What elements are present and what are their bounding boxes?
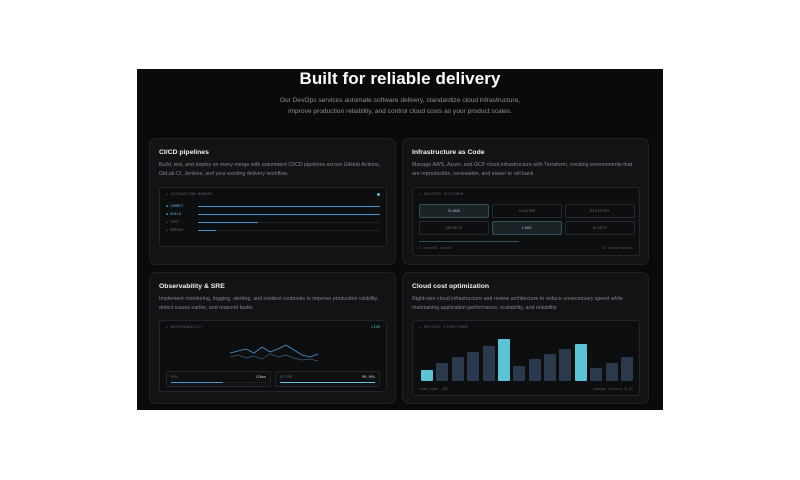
progress-line xyxy=(419,241,519,242)
card-title: CI/CD pipelines xyxy=(159,149,209,156)
observability-panel: + OBSERVABILITY LIVE P95 115ms UPTIME 99.99… xyxy=(159,320,387,392)
card-cloud-cost-optimization: Cloud cost optimization Right-size cloud… xyxy=(402,272,649,404)
metric-bar-fill xyxy=(171,381,224,383)
metric-bar xyxy=(171,381,266,383)
stage-progress-fill xyxy=(198,222,259,224)
status-dot-icon xyxy=(377,193,380,196)
release-bar xyxy=(436,362,449,381)
card-description: Manage AWS, Azure, and GCP cloud infrast… xyxy=(412,162,633,177)
integrations-count: 6 integrations xyxy=(603,246,633,250)
card-description: Implement monitoring, logging, alerting,… xyxy=(159,296,379,311)
metric-key: UPTIME xyxy=(280,375,293,379)
release-iterations-panel: + RELEASE ITERATIONS lead time -18% chan… xyxy=(412,320,640,396)
section-title: Built for reliable delivery xyxy=(299,69,501,88)
section-subtitle: Our DevOps services automate software de… xyxy=(197,95,603,117)
release-bar xyxy=(590,367,603,381)
release-bar xyxy=(528,359,541,381)
stage-track xyxy=(198,222,380,224)
metric-uptime: UPTIME 99.99% xyxy=(275,371,380,387)
release-bar xyxy=(497,339,510,381)
release-bar xyxy=(605,363,618,381)
panel-label: + RELEASE ITERATIONS xyxy=(419,325,469,329)
metric-value: 99.99% xyxy=(362,375,375,379)
module-registry[interactable]: REGISTRY xyxy=(565,204,635,218)
card-title: Infrastructure as Code xyxy=(412,149,485,156)
release-bar xyxy=(421,370,433,381)
stage-label: ◆ COMMIT xyxy=(166,204,184,208)
stage-label: + TEST xyxy=(166,220,179,224)
release-bar xyxy=(513,365,526,381)
release-bar xyxy=(544,353,557,381)
stage-label: + DEPLOY xyxy=(166,228,184,232)
stage-progress-fill xyxy=(198,206,380,208)
card-observability-sre: Observability & SRE Implement monitoring… xyxy=(149,272,396,404)
metric-bar xyxy=(280,381,375,383)
card-title: Cloud cost optimization xyxy=(412,283,490,290)
pipeline-stage: + TEST xyxy=(166,220,380,226)
module-secrets[interactable]: SECRETS xyxy=(419,221,489,235)
release-bar xyxy=(574,343,587,381)
stage-progress-fill xyxy=(198,230,217,232)
card-infrastructure-as-code: Infrastructure as Code Manage AWS, Azure… xyxy=(402,138,649,265)
subtitle-line-2: improve production reliability, and cont… xyxy=(288,108,512,115)
latency-sparkline xyxy=(230,344,319,362)
stage-progress-fill xyxy=(198,214,380,216)
lead-time-stat: lead time -18% xyxy=(419,387,449,391)
stage-track xyxy=(198,230,380,232)
metric-bar-fill xyxy=(280,381,375,383)
card-cicd: CI/CD pipelines Build, test, and deploy … xyxy=(149,138,396,265)
metric-key: P95 xyxy=(171,375,178,379)
module-alerts[interactable]: ALERTS xyxy=(565,221,635,235)
panel-label: + OBSERVABILITY xyxy=(166,325,203,329)
card-title: Observability & SRE xyxy=(159,283,225,290)
pipeline-stage: ◆ BUILD xyxy=(166,212,380,218)
release-bar xyxy=(621,356,633,381)
card-description: Build, test, and deploy on every merge w… xyxy=(159,162,381,177)
release-bar xyxy=(559,349,572,381)
stage-track xyxy=(198,214,380,216)
card-description: Right-size cloud infrastructure and revi… xyxy=(412,296,623,311)
panel-label: + AUTOMATION RUNNER xyxy=(166,192,213,196)
stage-track xyxy=(198,206,380,208)
module-logs[interactable]: LOGS xyxy=(492,221,562,235)
unified-platform-panel: + UNIFIED PLATFORM CLOUD CLUSTER REGISTRY S… xyxy=(412,187,640,256)
metric-value: 115ms xyxy=(255,375,266,379)
panel-label: + UNIFIED PLATFORM xyxy=(419,192,464,196)
features-section: Built for reliable delivery Our DevOps s… xyxy=(137,69,663,410)
release-bar-chart xyxy=(421,337,633,381)
live-badge: LIVE xyxy=(371,325,380,329)
module-cloud[interactable]: CLOUD xyxy=(419,204,489,218)
release-bar xyxy=(451,356,464,381)
control-plane-count: 1 control plane xyxy=(419,246,451,250)
subtitle-line-1: Our DevOps services automate software de… xyxy=(279,97,521,104)
release-bar xyxy=(482,345,495,381)
release-bar xyxy=(467,352,480,381)
metric-p95: P95 115ms xyxy=(166,371,271,387)
change-failure-stat: change failure 0.4% xyxy=(592,387,633,391)
module-cluster[interactable]: CLUSTER xyxy=(492,204,562,218)
stage-label: ◆ BUILD xyxy=(166,212,182,216)
pipeline-stage: + DEPLOY xyxy=(166,228,380,234)
pipeline-stage: ◆ COMMIT xyxy=(166,204,380,210)
automation-runner-panel: + AUTOMATION RUNNER ◆ COMMIT ◆ BUILD + TES… xyxy=(159,187,387,247)
